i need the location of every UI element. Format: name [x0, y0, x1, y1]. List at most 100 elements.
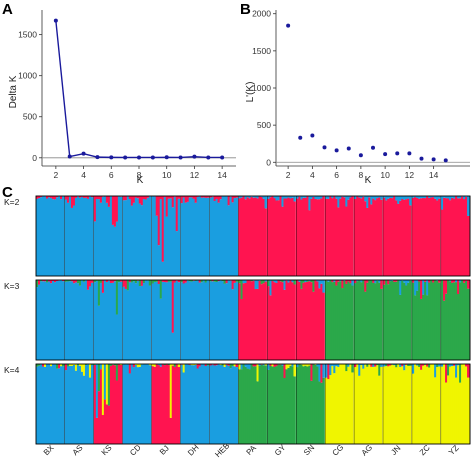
ancestry-bar-segment — [467, 289, 469, 360]
ancestry-bar-segment — [293, 364, 295, 376]
lk-data-point — [432, 157, 436, 161]
population-label: DH — [186, 443, 201, 458]
ancestry-bar-segment — [265, 208, 267, 276]
ancestry-bar-segment — [236, 198, 238, 276]
ancestry-bar-segment — [467, 280, 469, 289]
ancestry-bar-segment — [62, 281, 64, 360]
lk-x-tick-label: 2 — [286, 170, 291, 180]
population-label: KS — [100, 443, 114, 457]
delta-k-data-point — [95, 155, 99, 159]
ancestry-bar-segment — [236, 364, 238, 367]
delta-k-data-point — [109, 155, 113, 159]
lk-data-point — [310, 134, 314, 138]
panel-b-label: B — [240, 1, 251, 18]
ancestry-bar-segment — [120, 365, 122, 444]
ancestry-bar-segment — [380, 367, 382, 444]
population-label: AG — [360, 443, 375, 458]
population-label: CD — [128, 443, 143, 458]
ancestry-bar-segment — [91, 283, 93, 360]
population-label: ZC — [418, 443, 432, 457]
ancestry-bar-segment — [438, 366, 440, 444]
ancestry-bar-segment — [120, 197, 122, 276]
lk-data-point — [286, 24, 290, 28]
lk-x-tick-label: 4 — [310, 170, 315, 180]
ancestry-bar-segment — [293, 280, 295, 285]
ancestry-bar-segment — [351, 196, 353, 276]
lk-y-tick-label: 2000 — [252, 9, 271, 19]
lk-x-axis-label: K — [365, 175, 372, 186]
k-row-label: K=2 — [4, 197, 20, 207]
lk-x-tick-label: 14 — [429, 170, 439, 180]
ancestry-bar-segment — [322, 364, 324, 378]
ancestry-bar-segment — [149, 280, 151, 286]
ancestry-bar-segment — [409, 205, 411, 276]
ancestry-bar-segment — [178, 282, 180, 360]
delta-k-y-tick-label: 0 — [32, 153, 37, 163]
delta-k-series-line — [56, 21, 222, 158]
lk-y-tick-label: 500 — [257, 120, 271, 130]
ancestry-bar-segment — [293, 196, 295, 201]
lk-data-point — [359, 153, 363, 157]
ancestry-bar-segment — [322, 280, 324, 293]
population-label: GY — [273, 442, 288, 457]
lk-data-point — [395, 151, 399, 155]
lk-data-point — [420, 157, 424, 161]
delta-k-data-point — [206, 155, 210, 159]
lk-x-tick-label: 6 — [334, 170, 339, 180]
ancestry-bar-segment — [409, 281, 411, 360]
delta-k-x-tick-label: 12 — [190, 170, 200, 180]
ancestry-bar-segment — [91, 365, 93, 444]
delta-k-x-tick-label: 10 — [162, 170, 172, 180]
delta-k-x-tick-label: 2 — [53, 170, 58, 180]
population-label: BJ — [158, 444, 171, 457]
delta-k-data-point — [137, 155, 141, 159]
ancestry-bar-segment — [409, 196, 411, 205]
ancestry-bar-segment — [467, 378, 469, 444]
ancestry-bar-segment — [149, 365, 151, 444]
ancestry-bar-segment — [351, 364, 353, 372]
ancestry-bar-segment — [207, 365, 209, 444]
lk-data-point — [407, 151, 411, 155]
lk-x-tick-label: 8 — [359, 170, 364, 180]
delta-k-data-point — [192, 155, 196, 159]
lk-x-tick-label: 12 — [405, 170, 415, 180]
k-row-label: K=4 — [4, 365, 20, 375]
lk-y-tick-label: 1500 — [252, 46, 271, 56]
ancestry-bar-segment — [351, 286, 353, 360]
ancestry-bar-segment — [62, 366, 64, 444]
lk-data-point — [383, 152, 387, 156]
delta-k-data-point — [179, 155, 183, 159]
delta-k-y-tick-label: 1500 — [18, 30, 37, 40]
ancestry-bar-segment — [322, 196, 324, 276]
ancestry-bar-segment — [467, 216, 469, 276]
ancestry-bar-segment — [380, 280, 382, 289]
ancestry-bar-segment — [236, 282, 238, 360]
population-label: CG — [331, 443, 346, 458]
ancestry-bar-segment — [322, 378, 324, 444]
ancestry-bar-segment — [265, 365, 267, 444]
ancestry-bar-segment — [265, 282, 267, 360]
delta-k-x-tick-label: 14 — [217, 170, 227, 180]
delta-k-y-tick-label: 500 — [23, 112, 37, 122]
delta-k-x-tick-label: 4 — [81, 170, 86, 180]
lk-data-point — [298, 136, 302, 140]
lk-data-point — [347, 147, 351, 151]
ancestry-bar-segment — [62, 196, 64, 276]
delta-k-data-point — [82, 152, 86, 156]
ancestry-bar-segment — [351, 372, 353, 444]
population-label: BX — [42, 443, 56, 457]
delta-k-data-point — [151, 155, 155, 159]
ancestry-bar-segment — [293, 285, 295, 360]
delta-k-data-point — [54, 19, 58, 23]
lk-y-tick-label: 0 — [266, 157, 271, 167]
lk-data-point — [335, 148, 339, 152]
ancestry-bar-segment — [207, 198, 209, 276]
population-label: AS — [71, 443, 85, 457]
ancestry-bar-segment — [178, 199, 180, 276]
delta-k-data-point — [220, 155, 224, 159]
delta-k-data-point — [123, 155, 127, 159]
ancestry-bar-segment — [438, 283, 440, 360]
ancestry-bar-segment — [380, 289, 382, 360]
